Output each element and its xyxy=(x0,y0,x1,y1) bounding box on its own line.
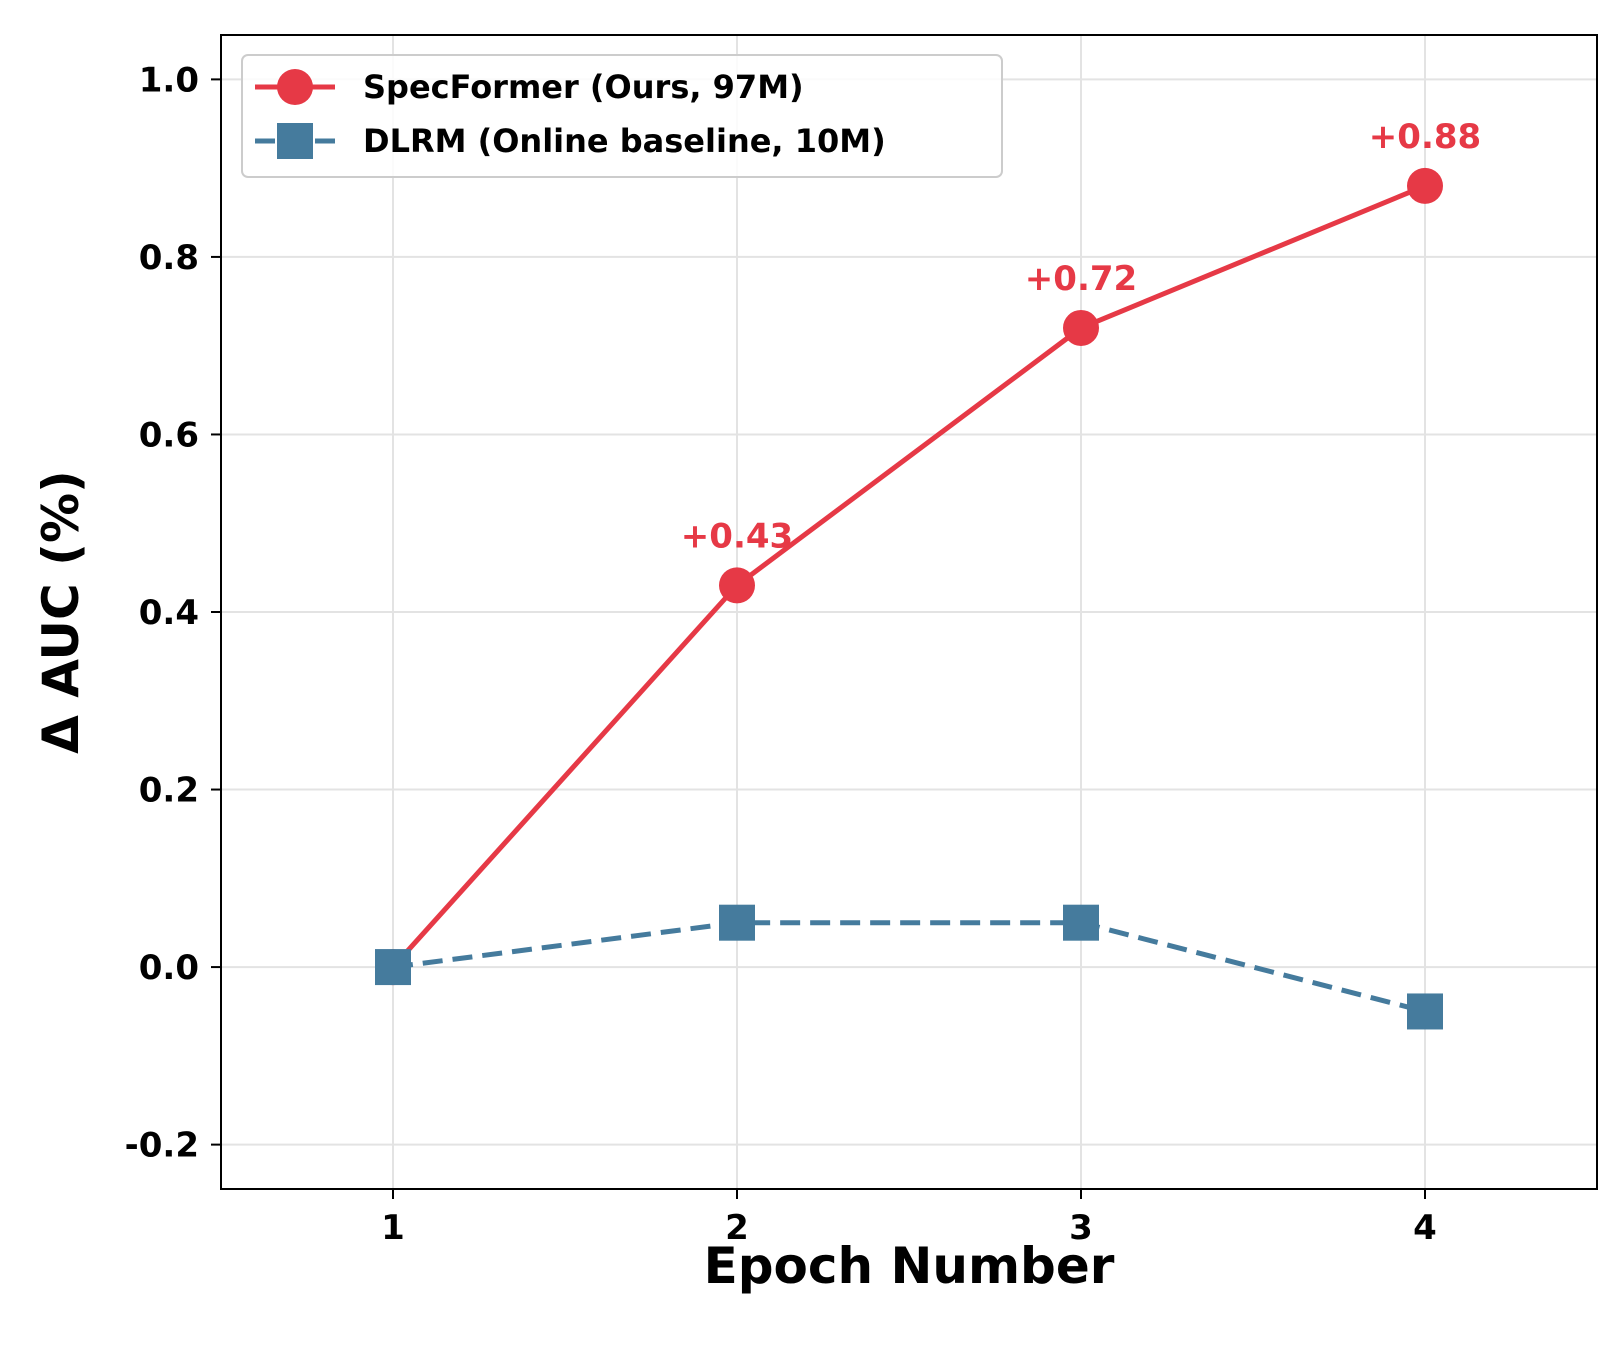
y-axis-label: Δ AUC (%) xyxy=(32,470,90,754)
y-tick-label: -0.2 xyxy=(125,1126,199,1166)
legend-entry-label: SpecFormer (Ours, 97M) xyxy=(363,68,804,106)
y-tick-label: 0.6 xyxy=(139,415,199,455)
y-tick-label: 0.8 xyxy=(139,238,199,278)
legend-box xyxy=(241,54,1003,178)
legend: SpecFormer (Ours, 97M) DLRM (Online basel… xyxy=(241,54,1003,178)
y-tick-label: 1.0 xyxy=(139,60,199,100)
x-tick-label: 4 xyxy=(1413,1208,1437,1248)
x-axis-label: Epoch Number xyxy=(704,1237,1115,1295)
legend-marker-circle xyxy=(277,69,313,105)
x-tick-label: 3 xyxy=(1069,1208,1093,1248)
data-point-square xyxy=(375,949,411,986)
series-group xyxy=(375,167,1443,1030)
data-label: +0.43 xyxy=(681,516,793,556)
x-tick-label: 2 xyxy=(725,1208,749,1248)
axis-ticks: 1 2 3 4 -0.2 0.0 0.2 0.4 0.6 0.8 1.0 xyxy=(125,60,1437,1248)
series-line-1 xyxy=(392,920,1426,1014)
series-line-0 xyxy=(391,183,1426,969)
data-point-square xyxy=(719,904,755,941)
legend-entry-label: DLRM (Online baseline, 10M) xyxy=(363,122,886,160)
data-point-square xyxy=(1407,993,1443,1030)
data-labels: +0.43 +0.72 +0.88 xyxy=(681,117,1481,556)
data-label: +0.88 xyxy=(1369,117,1481,157)
y-tick-label: 0.4 xyxy=(139,593,199,633)
legend-marker-square xyxy=(277,123,313,159)
data-point-circle xyxy=(719,567,755,604)
x-tick-label: 1 xyxy=(381,1208,405,1248)
data-label: +0.72 xyxy=(1025,259,1137,299)
data-point-circle xyxy=(1407,167,1443,204)
y-tick-label: 0.2 xyxy=(139,771,199,811)
data-point-circle xyxy=(1063,309,1099,346)
y-tick-label: 0.0 xyxy=(139,948,199,988)
data-point-square xyxy=(1063,904,1099,941)
